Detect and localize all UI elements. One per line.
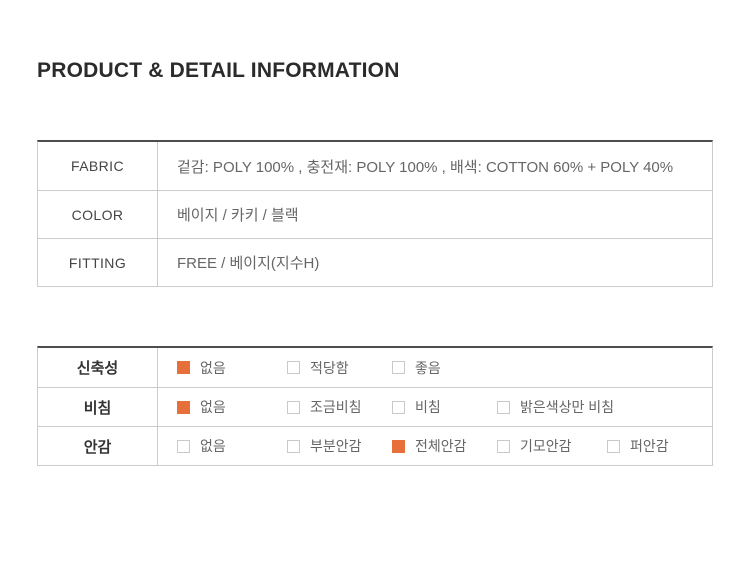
option-cell-elasticity: 없음 적당함 좋음 <box>158 348 712 387</box>
checkbox-icon[interactable] <box>497 439 510 453</box>
option-lining-full: 전체안감 <box>392 427 467 465</box>
option-row-lining: 안감 없음 부분안감 전체안감 기모안감 <box>38 426 712 465</box>
option-label: 밝은색상만 비침 <box>520 399 615 415</box>
checkbox-icon[interactable] <box>287 439 300 453</box>
checkbox-icon[interactable] <box>392 439 405 453</box>
option-row-sheerness: 비침 없음 조금비침 비침 밝은색상만 비침 <box>38 387 712 426</box>
option-label: 적당함 <box>310 359 349 376</box>
checkbox-icon[interactable] <box>607 439 620 453</box>
option-label: 없음 <box>200 399 226 415</box>
option-label: 비침 <box>415 399 441 415</box>
option-label: 전체안감 <box>415 438 467 454</box>
option-label: 좋음 <box>415 359 441 376</box>
option-cell-lining: 없음 부분안감 전체안감 기모안감 퍼안감 <box>158 427 712 465</box>
option-sheerness-slight: 조금비침 <box>287 388 362 426</box>
spec-row-fitting: FITTING FREE / 베이지(지수H) <box>38 238 712 286</box>
option-row-label-elasticity: 신축성 <box>38 348 158 387</box>
checkbox-icon[interactable] <box>287 400 300 414</box>
option-label: 부분안감 <box>310 438 362 454</box>
option-sheerness-none: 없음 <box>177 388 226 426</box>
option-elasticity-moderate: 적당함 <box>287 348 349 387</box>
spec-row-fabric: FABRIC 겉감: POLY 100% , 충전재: POLY 100% , … <box>38 142 712 190</box>
option-label: 기모안감 <box>520 438 572 454</box>
checkbox-icon[interactable] <box>287 361 300 374</box>
option-label: 퍼안감 <box>630 438 669 454</box>
option-table: 신축성 없음 적당함 좋음 비침 <box>37 346 713 466</box>
spec-label-fitting: FITTING <box>38 239 158 286</box>
spec-value-color: 베이지 / 카키 / 블랙 <box>177 207 299 224</box>
option-lining-fleece: 기모안감 <box>497 427 572 465</box>
checkbox-icon[interactable] <box>497 400 510 414</box>
checkbox-icon[interactable] <box>392 400 405 414</box>
spec-value-fitting: FREE / 베이지(지수H) <box>177 255 320 272</box>
checkbox-icon[interactable] <box>177 439 190 453</box>
option-sheerness-sheer: 비침 <box>392 388 441 426</box>
option-lining-fur: 퍼안감 <box>607 427 669 465</box>
option-cell-sheerness: 없음 조금비침 비침 밝은색상만 비침 <box>158 388 712 426</box>
option-row-label-sheerness: 비침 <box>38 388 158 426</box>
checkbox-icon[interactable] <box>177 400 190 414</box>
page-title: PRODUCT & DETAIL INFORMATION <box>37 59 400 82</box>
option-row-elasticity: 신축성 없음 적당함 좋음 <box>38 348 712 387</box>
spec-table: FABRIC 겉감: POLY 100% , 충전재: POLY 100% , … <box>37 140 713 287</box>
option-elasticity-good: 좋음 <box>392 348 441 387</box>
option-lining-none: 없음 <box>177 427 226 465</box>
option-row-label-lining: 안감 <box>38 427 158 465</box>
option-label: 조금비침 <box>310 399 362 415</box>
spec-row-color: COLOR 베이지 / 카키 / 블랙 <box>38 190 712 238</box>
option-label: 없음 <box>200 359 226 376</box>
option-sheerness-light-colors-only: 밝은색상만 비침 <box>497 388 614 426</box>
spec-label-fabric: FABRIC <box>38 142 158 190</box>
spec-label-color: COLOR <box>38 191 158 238</box>
option-label: 없음 <box>200 438 226 454</box>
spec-value-fabric: 겉감: POLY 100% , 충전재: POLY 100% , 배색: COT… <box>177 158 674 176</box>
checkbox-icon[interactable] <box>392 361 405 374</box>
checkbox-icon[interactable] <box>177 361 190 374</box>
option-elasticity-none: 없음 <box>177 348 226 387</box>
option-lining-partial: 부분안감 <box>287 427 362 465</box>
